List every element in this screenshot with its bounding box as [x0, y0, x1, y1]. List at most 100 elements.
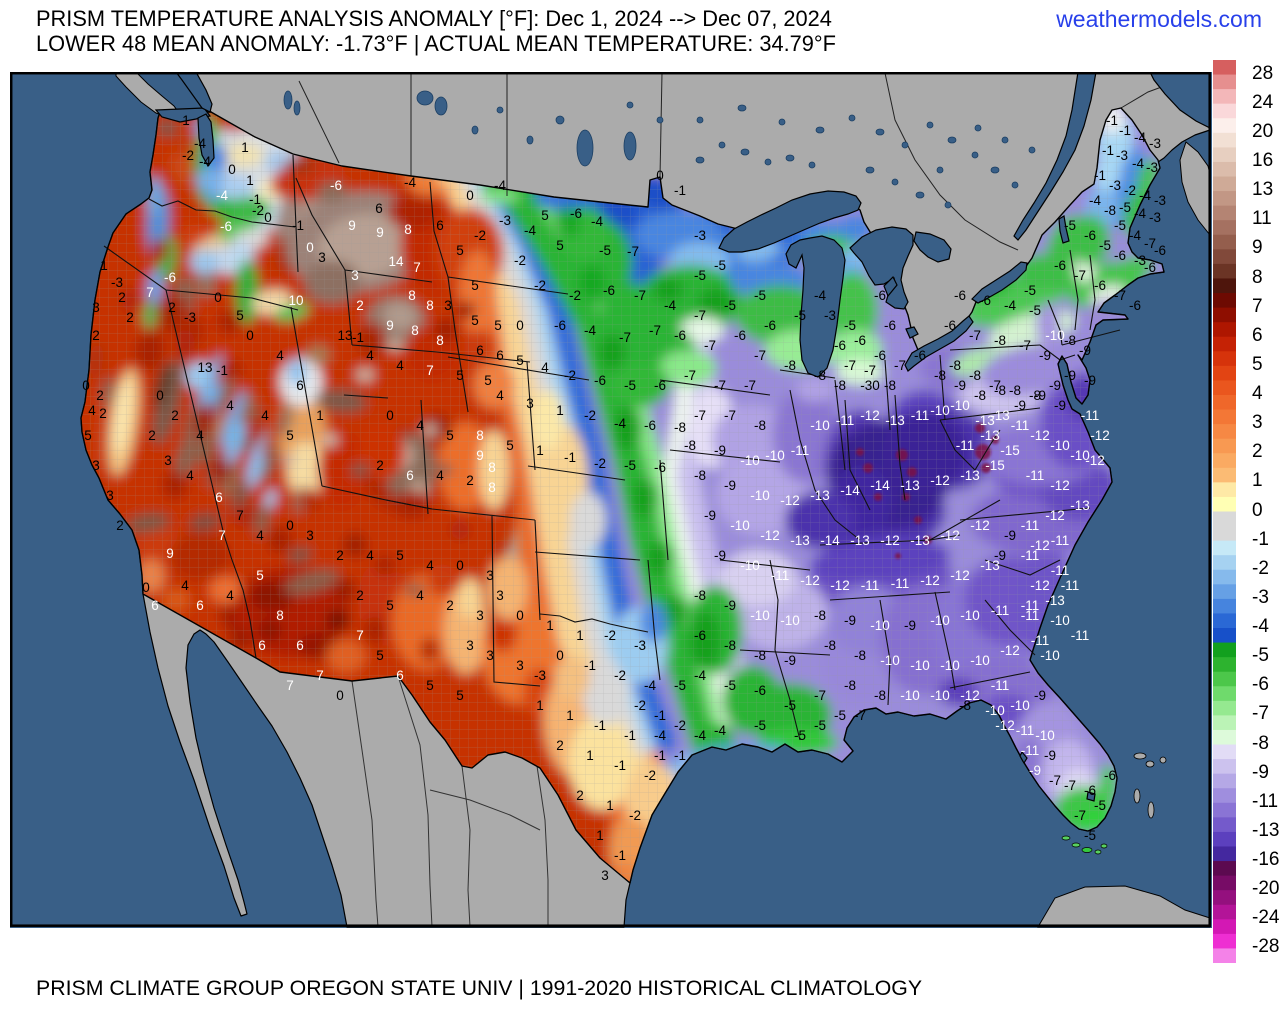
- svg-text:2: 2: [116, 518, 124, 533]
- svg-text:-4: -4: [714, 723, 726, 738]
- svg-text:-3: -3: [1109, 178, 1121, 193]
- svg-text:-3: -3: [111, 275, 123, 290]
- svg-text:2: 2: [356, 588, 364, 603]
- svg-text:-10: -10: [1040, 648, 1060, 663]
- svg-text:-1: -1: [1102, 143, 1114, 158]
- svg-text:5: 5: [446, 428, 454, 443]
- svg-text:9: 9: [376, 225, 384, 240]
- svg-text:-6: -6: [1144, 260, 1156, 275]
- svg-text:-10: -10: [970, 653, 990, 668]
- svg-text:-4: -4: [614, 416, 626, 431]
- svg-text:-10: -10: [870, 618, 890, 633]
- svg-text:-1: -1: [654, 708, 666, 723]
- svg-text:3: 3: [516, 658, 524, 673]
- svg-text:-8: -8: [724, 638, 736, 653]
- svg-text:1: 1: [596, 828, 604, 843]
- svg-text:-11: -11: [991, 678, 1010, 693]
- svg-text:-2: -2: [594, 456, 606, 471]
- svg-text:-3: -3: [499, 213, 511, 228]
- svg-text:0: 0: [656, 168, 664, 183]
- svg-text:3: 3: [444, 298, 452, 313]
- svg-text:-11: -11: [911, 408, 930, 423]
- svg-text:6: 6: [396, 668, 404, 683]
- svg-text:6: 6: [296, 638, 304, 653]
- svg-text:-11: -11: [1016, 723, 1035, 738]
- svg-text:-8: -8: [949, 358, 961, 373]
- svg-text:-5: -5: [714, 258, 726, 273]
- svg-text:-13: -13: [850, 533, 870, 548]
- svg-text:-6: -6: [654, 378, 666, 393]
- svg-text:-6: -6: [1054, 258, 1066, 273]
- svg-text:6: 6: [296, 378, 304, 393]
- svg-text:-7: -7: [619, 330, 631, 345]
- svg-text:-11: -11: [861, 578, 880, 593]
- svg-text:-4: -4: [404, 175, 416, 190]
- svg-text:-4: -4: [494, 178, 506, 193]
- svg-text:-10: -10: [1010, 698, 1030, 713]
- svg-text:-10: -10: [940, 658, 960, 673]
- svg-text:-7: -7: [844, 358, 856, 373]
- svg-text:3: 3: [526, 396, 534, 411]
- svg-text:6: 6: [476, 343, 484, 358]
- svg-text:-4: -4: [694, 728, 706, 743]
- svg-text:-8: -8: [994, 383, 1006, 398]
- svg-text:-5: -5: [1114, 218, 1126, 233]
- svg-text:2: 2: [171, 408, 179, 423]
- svg-text:0: 0: [516, 608, 524, 623]
- svg-text:-4: -4: [1089, 193, 1101, 208]
- svg-text:-11: -11: [1051, 533, 1070, 548]
- svg-text:-1: -1: [1106, 113, 1118, 128]
- svg-text:-2: -2: [564, 368, 576, 383]
- svg-text:-9: -9: [1004, 528, 1016, 543]
- svg-text:-6: -6: [570, 206, 582, 221]
- svg-text:5: 5: [286, 428, 294, 443]
- svg-text:-12: -12: [995, 718, 1015, 733]
- svg-text:5: 5: [396, 548, 404, 563]
- svg-text:-10: -10: [730, 518, 750, 533]
- svg-text:-7: -7: [649, 323, 661, 338]
- svg-text:-12: -12: [1050, 478, 1070, 493]
- svg-text:5: 5: [471, 278, 479, 293]
- svg-text:-12: -12: [1030, 578, 1050, 593]
- svg-text:-5: -5: [794, 728, 806, 743]
- svg-text:-5: -5: [1029, 303, 1041, 318]
- svg-text:-9: -9: [714, 443, 726, 458]
- svg-text:5: 5: [484, 373, 492, 388]
- svg-text:3: 3: [486, 648, 494, 663]
- svg-text:-3: -3: [1149, 136, 1161, 151]
- svg-text:-13: -13: [1070, 498, 1090, 513]
- svg-text:-30: -30: [860, 378, 880, 393]
- svg-text:-10: -10: [1050, 613, 1070, 628]
- svg-text:-10: -10: [880, 653, 900, 668]
- svg-text:-10: -10: [985, 703, 1005, 718]
- svg-text:-4: -4: [194, 136, 206, 151]
- svg-text:-9: -9: [1054, 398, 1066, 413]
- svg-text:-12: -12: [930, 473, 950, 488]
- svg-text:-11: -11: [991, 603, 1010, 618]
- svg-text:-3: -3: [1146, 160, 1158, 175]
- svg-text:-4: -4: [664, 298, 676, 313]
- svg-text:-1: -1: [292, 218, 304, 233]
- svg-text:-6: -6: [1114, 248, 1126, 263]
- svg-text:-6: -6: [1084, 783, 1096, 798]
- svg-text:-6: -6: [220, 219, 232, 234]
- svg-text:1: 1: [246, 173, 254, 188]
- svg-text:-7: -7: [854, 708, 866, 723]
- svg-text:0: 0: [386, 408, 394, 423]
- svg-text:1: 1: [546, 618, 554, 633]
- svg-text:14: 14: [388, 254, 404, 269]
- svg-text:-12: -12: [1030, 428, 1050, 443]
- svg-text:-5: -5: [1119, 200, 1131, 215]
- svg-text:8: 8: [426, 298, 434, 313]
- svg-text:-9: -9: [1029, 763, 1041, 778]
- svg-text:0: 0: [156, 388, 164, 403]
- svg-text:-15: -15: [1000, 443, 1020, 458]
- svg-text:-5: -5: [844, 318, 856, 333]
- svg-text:-8: -8: [814, 608, 826, 623]
- svg-text:-1: -1: [674, 748, 686, 763]
- svg-text:-6: -6: [979, 293, 991, 308]
- svg-text:-5: -5: [754, 288, 766, 303]
- svg-text:-2: -2: [584, 408, 596, 423]
- svg-text:-8: -8: [674, 420, 686, 435]
- svg-text:2: 2: [376, 458, 384, 473]
